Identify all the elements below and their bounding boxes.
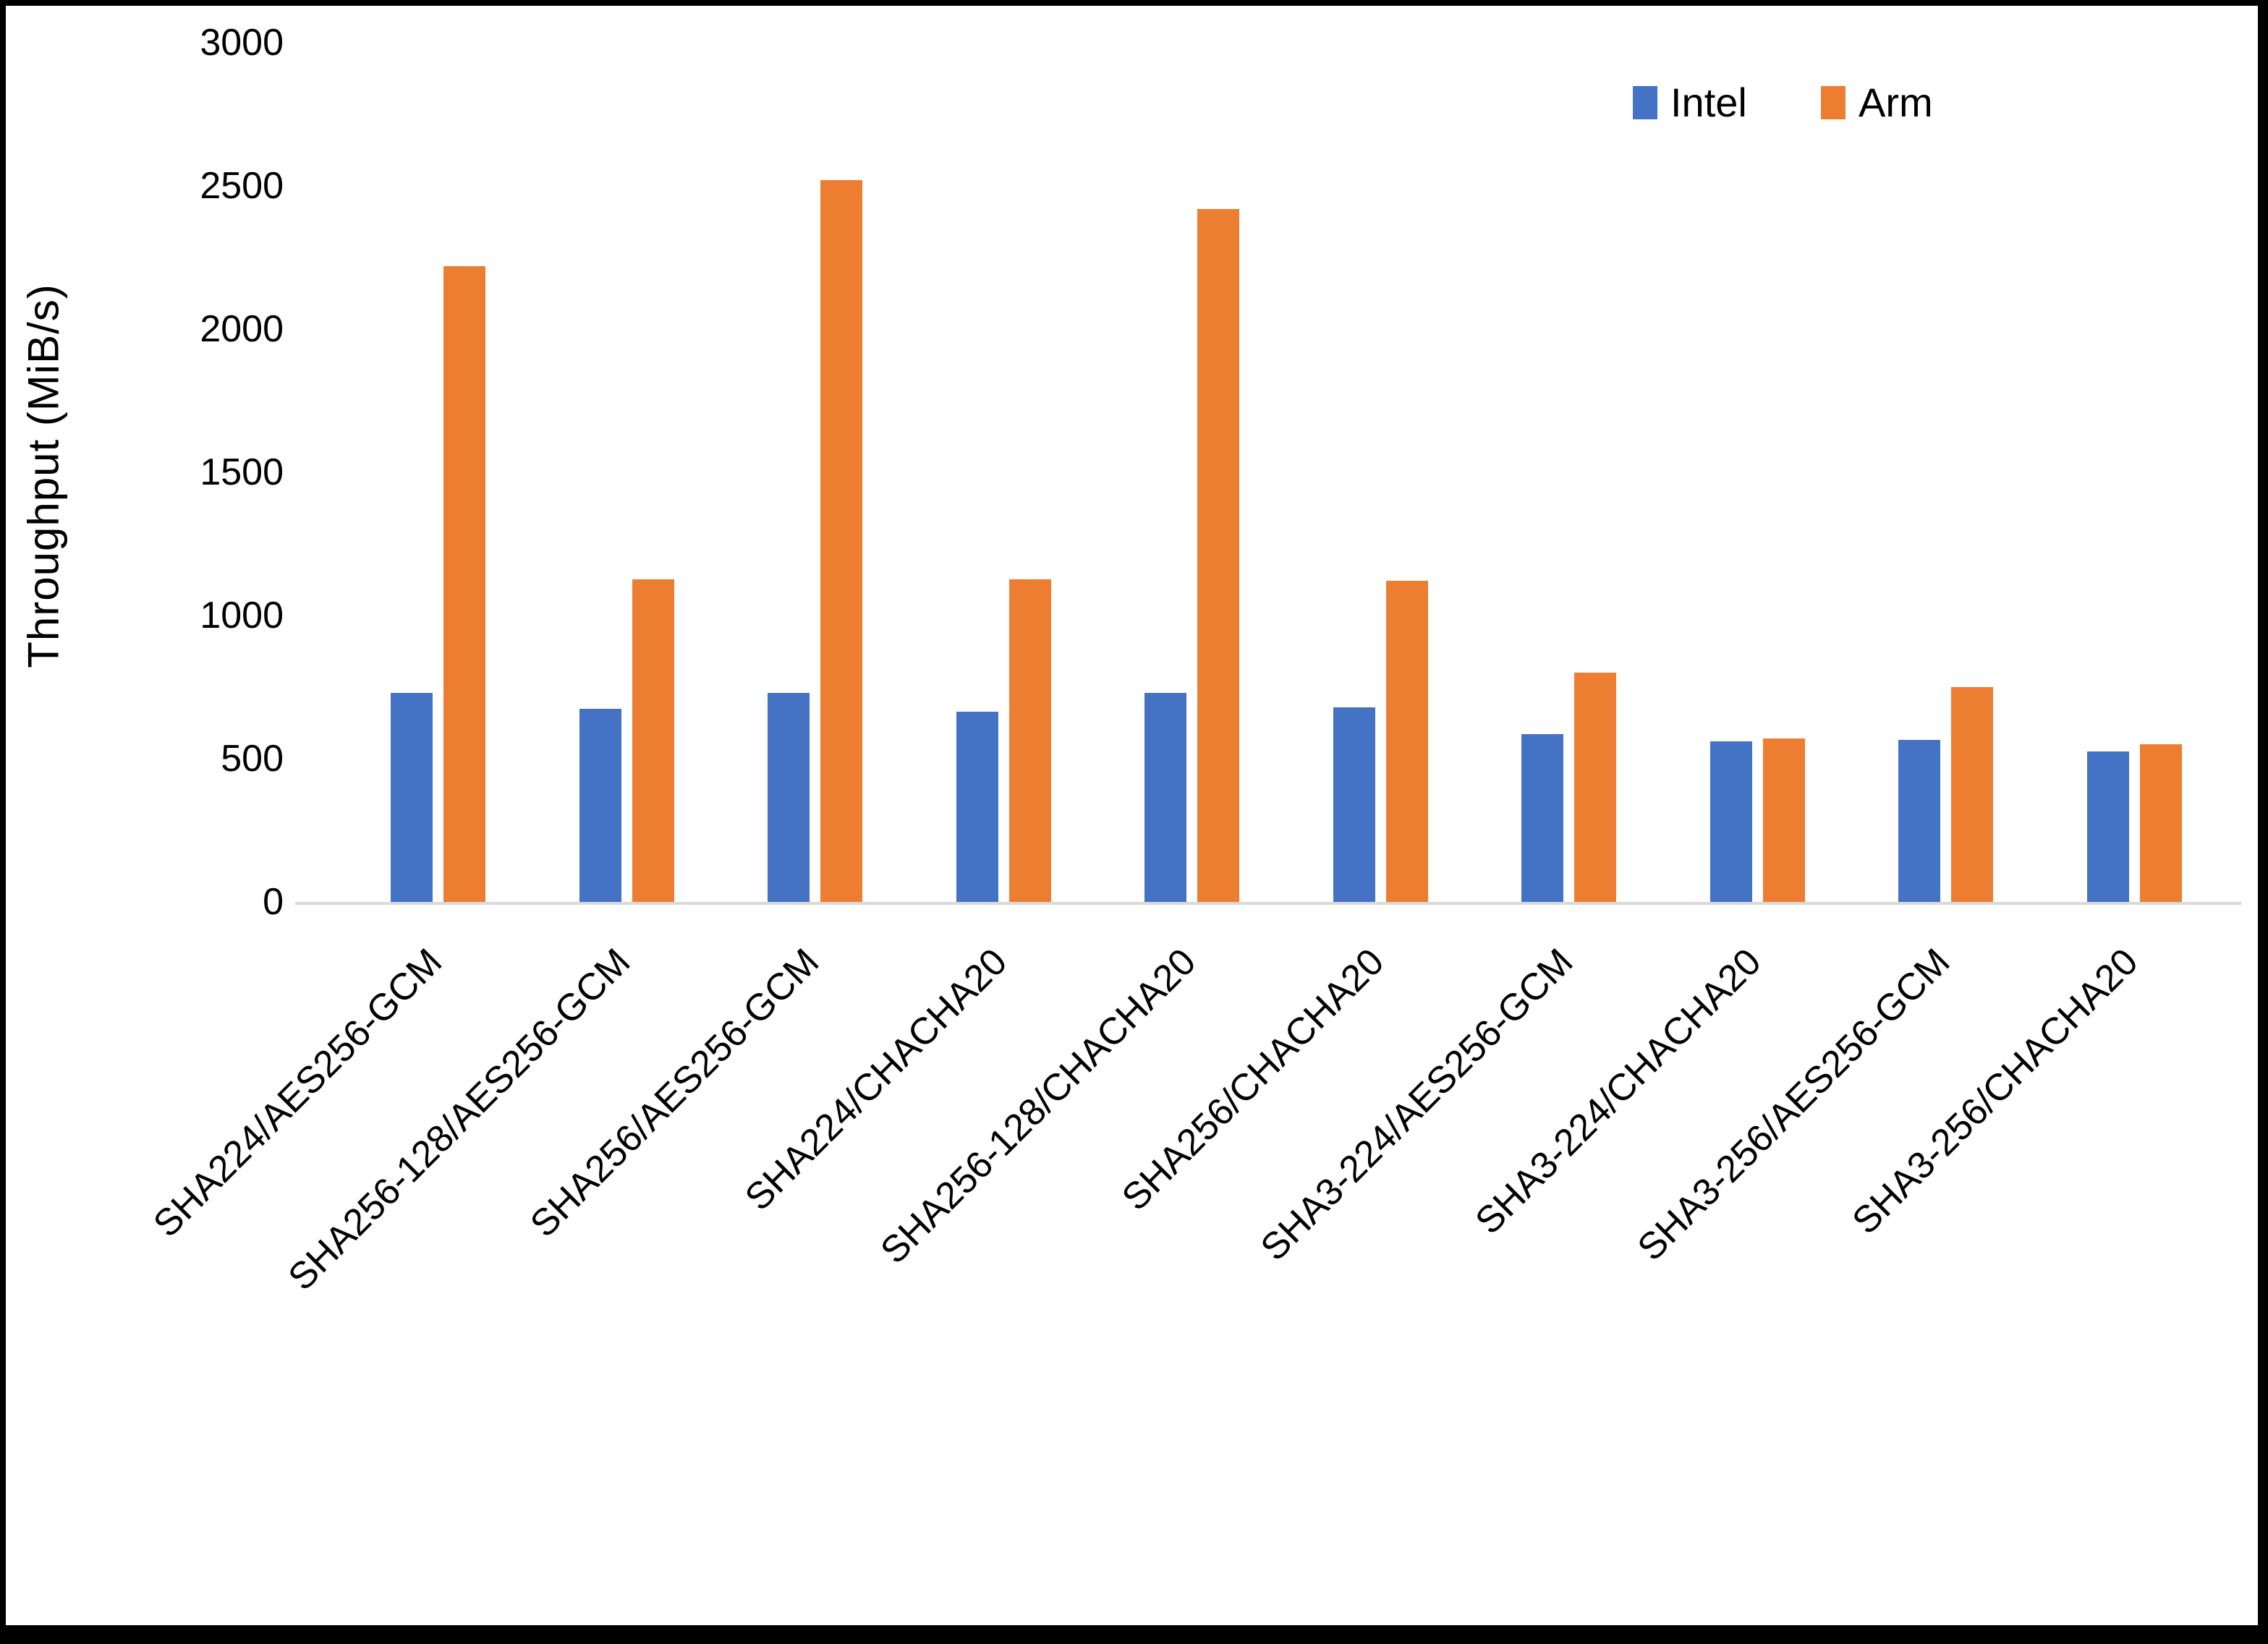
intel-bar: [1333, 707, 1375, 902]
arm-bar: [1951, 687, 1993, 902]
x-tick-label: SHA3-224/AES256-GCM: [1252, 940, 1581, 1269]
y-tick-label: 2000: [200, 308, 284, 350]
y-tick-label: 0: [263, 881, 284, 923]
arm-bar: [820, 180, 862, 902]
legend-item-intel: Intel: [1633, 81, 1747, 124]
arm-bar: [443, 266, 485, 902]
arm-bar: [1197, 209, 1239, 902]
arm-bar: [2139, 744, 2182, 902]
arm-legend-swatch: [1821, 86, 1846, 119]
y-tick-label: 1000: [200, 595, 284, 636]
intel-bar: [1521, 734, 1563, 902]
x-tick-label: SHA3-256/AES256-GCM: [1629, 940, 1958, 1269]
intel-bar: [956, 712, 998, 902]
intel-bar: [768, 693, 810, 902]
legend: Intel Arm: [6, 81, 2258, 132]
x-tick-label: SHA256-128/AES256-GCM: [280, 940, 639, 1299]
arm-legend-label: Arm: [1859, 80, 1933, 125]
intel-legend-label: Intel: [1670, 80, 1747, 125]
intel-bar: [2086, 751, 2129, 902]
x-tick-label: SHA256-128/CHACHA20: [872, 940, 1205, 1272]
plot-area: Throughput (MiB/s) Intel Arm 0 500 1000 150…: [6, 6, 2258, 1625]
y-tick-label: 3000: [200, 22, 284, 64]
x-axis-line: [295, 902, 2241, 905]
y-tick-label: 500: [221, 738, 284, 780]
intel-bar: [579, 709, 621, 902]
y-tick-label: 2500: [200, 165, 284, 207]
legend-item-arm: Arm: [1821, 81, 1933, 124]
intel-bar: [1710, 741, 1752, 902]
arm-bar: [1574, 673, 1616, 902]
arm-bar: [1385, 581, 1428, 902]
intel-bar: [391, 693, 433, 902]
arm-bar: [1762, 738, 1805, 902]
y-tick-label: 1500: [200, 451, 284, 493]
intel-bar: [1144, 693, 1186, 902]
intel-bar: [1898, 740, 1940, 902]
arm-bar: [632, 579, 674, 902]
intel-legend-swatch: [1633, 86, 1657, 119]
arm-bar: [1008, 579, 1051, 902]
